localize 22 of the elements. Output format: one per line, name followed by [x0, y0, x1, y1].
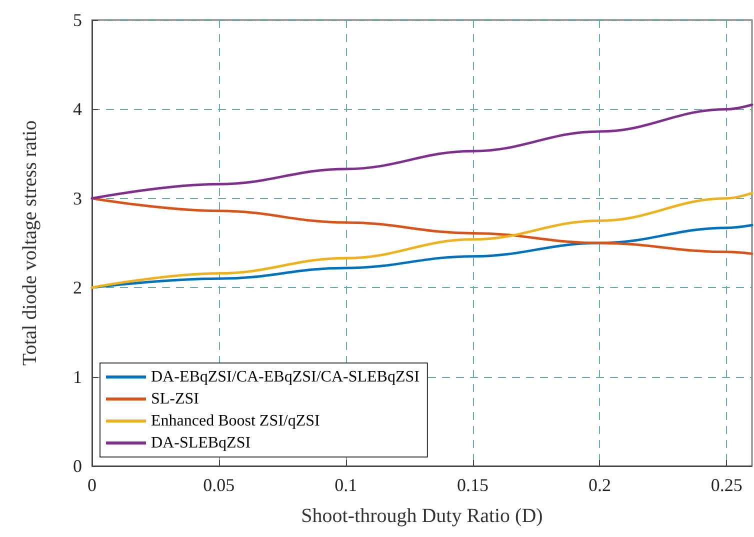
legend-label: SL-ZSI: [151, 390, 199, 408]
x-tick-label: 0.15: [457, 475, 489, 495]
line-series: [90, 224, 754, 289]
y-tick-label: 5: [73, 10, 82, 30]
x-tick-label: 0.05: [203, 475, 235, 495]
x-tick-label: 0: [88, 475, 96, 495]
y-tick-label: 1: [73, 366, 82, 387]
y-axis-title: Total diode voltage stress ratio: [19, 120, 41, 366]
legend-label: DA-SLEBqZSI: [151, 434, 251, 452]
x-tick-label: 0.1: [334, 475, 358, 495]
line-series: [90, 103, 754, 200]
line-series: [90, 197, 754, 255]
legend-label: DA-EBqZSI/CA-EBqZSI/CA-SLEBqZSI: [151, 368, 420, 386]
legend-label: Enhanced Boost ZSI/qZSI: [151, 412, 320, 430]
y-tick-label: 2: [73, 278, 82, 298]
y-tick-label: 0: [73, 456, 82, 476]
x-tick-label: 0.2: [588, 475, 611, 495]
x-tick-label: 0.25: [710, 475, 742, 495]
y-tick-label: 4: [73, 99, 82, 120]
y-tick-label: 3: [73, 188, 82, 208]
x-axis-title: Shoot-through Duty Ratio (D): [301, 505, 543, 527]
line-series: [90, 192, 754, 289]
